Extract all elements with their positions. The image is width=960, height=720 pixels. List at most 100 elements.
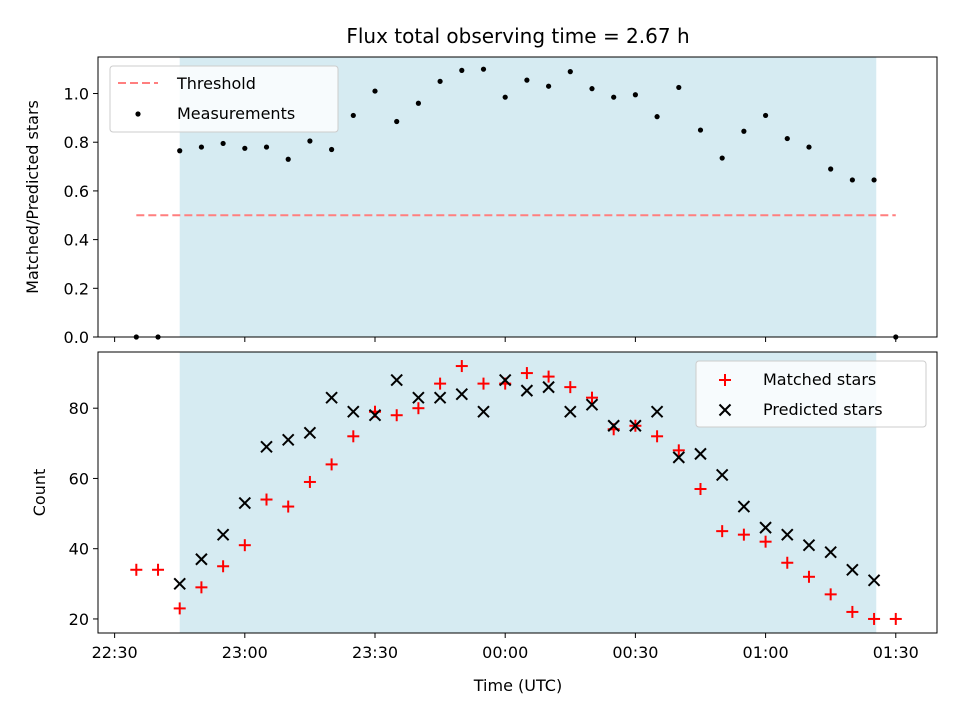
predicted-star-point (433, 391, 447, 404)
measurement-point (741, 128, 747, 134)
matched-star-point (802, 570, 815, 583)
legend-predicted-label: Predicted stars (763, 400, 883, 419)
bottom-y-tick-label: 80 (69, 399, 89, 418)
predicted-star-point (477, 405, 490, 418)
measurement-point (415, 100, 422, 106)
predicted-star-point (542, 380, 555, 394)
measurement-point (285, 156, 291, 162)
top-frame (97, 56, 938, 338)
top-ylabel: Matched/Predicted stars (23, 100, 42, 294)
measurement-point (697, 127, 704, 133)
predicted-star-point (585, 398, 599, 411)
matched-star-point (130, 563, 143, 576)
predicted-star-point (498, 373, 512, 387)
predicted-star-point (607, 419, 620, 432)
matched-star-point (238, 539, 251, 552)
matched-star-point (347, 430, 360, 443)
predicted-stars-series (173, 373, 881, 591)
measurement-point (784, 135, 790, 142)
measurement-point (329, 146, 335, 153)
x-axis: 22:30 23:00 23:30 00:00 00:30 01:00 01:30 (92, 633, 919, 662)
bottom-panel: 20 40 60 80 22:30 23:00 23:30 00:00 00:30 01:00 0… (30, 351, 938, 695)
legend-matched-marker (719, 374, 731, 386)
matched-star-point (694, 482, 707, 495)
x-tick-label: 23:00 (222, 643, 268, 662)
measurement-point (589, 86, 595, 92)
matched-star-point (737, 528, 750, 541)
predicted-star-point (520, 384, 534, 397)
legend-threshold-label: Threshold (176, 74, 256, 93)
bottom-frame (97, 351, 938, 634)
predicted-star-point (759, 521, 772, 534)
matched-star-point (434, 377, 447, 390)
chart-title: Flux total observing time = 2.67 h (346, 24, 689, 48)
predicted-star-point (781, 528, 794, 541)
measurement-point (654, 114, 660, 120)
measurement-point (828, 166, 834, 172)
predicted-star-point (629, 419, 642, 432)
measurement-point (263, 144, 270, 150)
top-y-axis: 0.0 0.2 0.4 0.6 0.8 1.0 (64, 85, 98, 347)
measurement-point (177, 148, 183, 154)
bottom-y-axis: 20 40 60 80 (69, 399, 98, 629)
matched-star-point (152, 563, 165, 576)
bottom-legend-box (695, 360, 927, 428)
matched-star-point (195, 581, 208, 594)
legend-predicted-marker (718, 403, 732, 417)
x-tick-label: 01:30 (873, 643, 919, 662)
measurement-point (437, 78, 443, 84)
x-tick-label: 01:00 (743, 643, 789, 662)
top-legend: Threshold Measurements (109, 65, 339, 133)
measurement-point (676, 84, 682, 91)
legend-matched-swatch (719, 374, 731, 386)
top-x-ticks (114, 337, 897, 342)
predicted-star-point (238, 496, 252, 510)
matched-star-point (542, 370, 555, 383)
matched-star-point (390, 409, 403, 422)
measurement-point (394, 118, 400, 125)
top-y-tick-label: 1.0 (64, 85, 89, 104)
matched-star-point (260, 493, 273, 506)
measurement-point (524, 77, 530, 83)
top-y-tick-label: 0.4 (64, 231, 89, 250)
predicted-star-point (368, 409, 382, 422)
measurement-point (480, 66, 487, 72)
measurement-point (459, 67, 465, 73)
legend-measurements-swatch (135, 111, 141, 117)
predicted-star-point (672, 451, 685, 464)
measurement-point (372, 88, 378, 94)
measurement-point (719, 155, 725, 161)
predicted-star-point (650, 405, 664, 418)
top-y-tick-label: 0.2 (64, 279, 89, 298)
matched-star-point (824, 588, 837, 601)
x-axis-label: Time (UTC) (473, 676, 562, 695)
predicted-star-point (347, 405, 360, 418)
measurement-point (545, 83, 552, 89)
matched-star-point (173, 602, 186, 615)
matched-star-point (303, 475, 316, 488)
matched-star-point (282, 500, 295, 513)
x-tick-label: 23:30 (352, 643, 398, 662)
top-y-tick-label: 0.6 (64, 182, 89, 201)
matched-star-point (217, 560, 230, 573)
predicted-star-point (715, 468, 729, 482)
matched-star-point (412, 402, 425, 415)
top-y-tick-label: 0.0 (64, 328, 89, 347)
measurement-point (220, 140, 226, 147)
predicted-star-point (455, 387, 469, 401)
measurement-point (242, 145, 248, 151)
measurement-point (871, 177, 877, 183)
bottom-y-tick-label: 20 (69, 610, 89, 629)
matched-star-point (781, 556, 794, 569)
legend-matched-label: Matched stars (763, 370, 876, 389)
measurement-point (611, 94, 617, 100)
bottom-ylabel: Count (30, 469, 49, 517)
bottom-legend: Matched stars Predicted stars (695, 360, 927, 428)
measurement-point (350, 112, 356, 119)
measurements-series (133, 66, 899, 340)
matched-star-point (716, 525, 729, 538)
predicted-star-point (216, 528, 230, 541)
top-legend-box (109, 65, 339, 133)
top-y-tick-label: 0.8 (64, 133, 89, 152)
